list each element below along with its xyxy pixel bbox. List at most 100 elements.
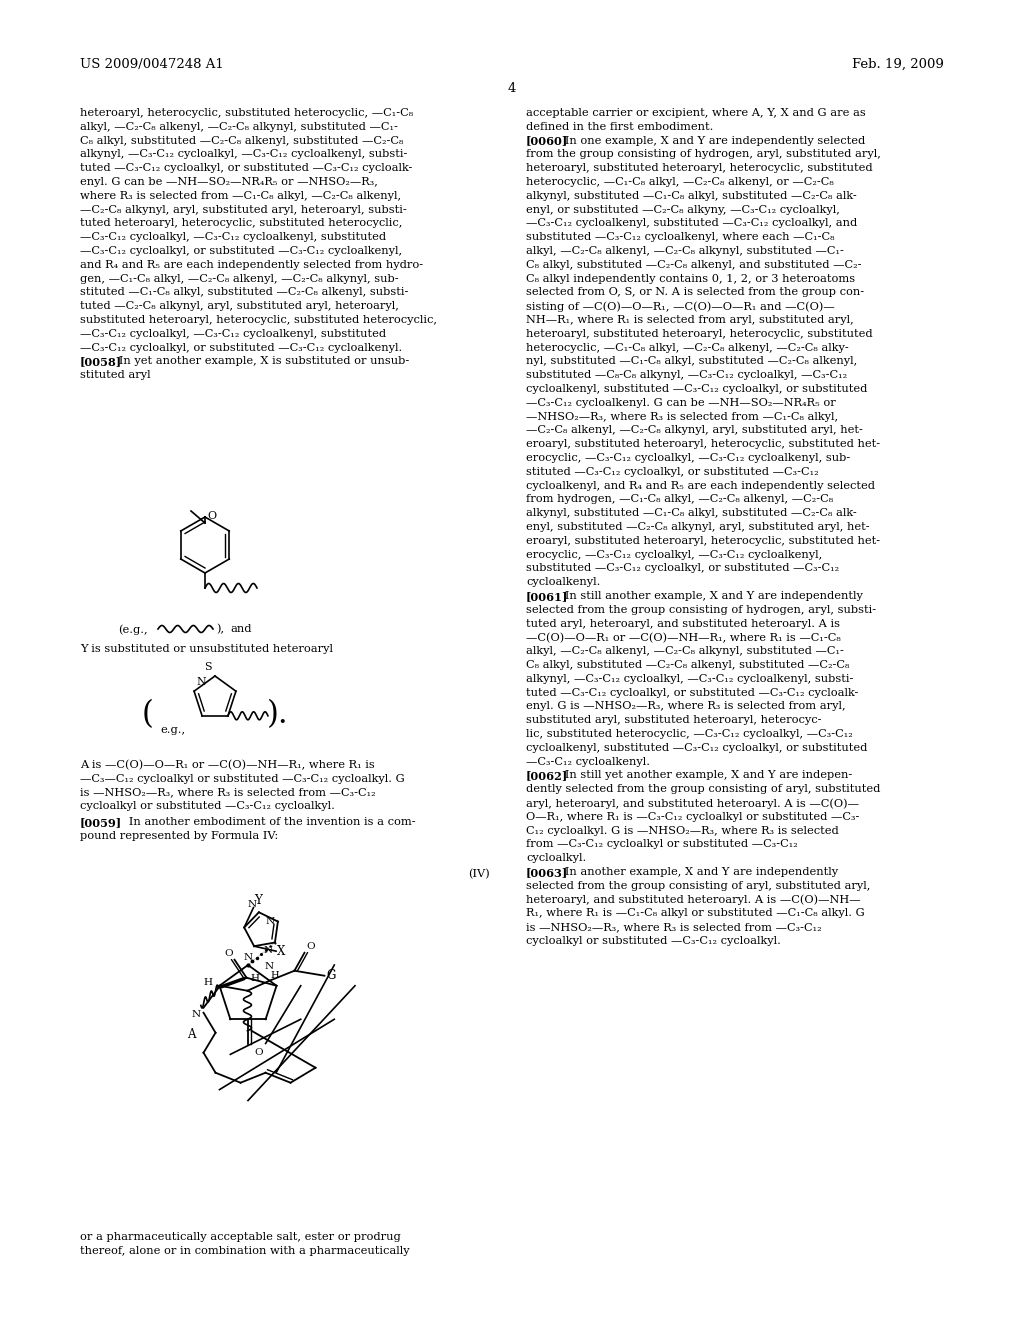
Text: C₈ alkyl, substituted —C₂-C₈ alkenyl, substituted —C₂-C₈: C₈ alkyl, substituted —C₂-C₈ alkenyl, su… bbox=[526, 660, 849, 671]
Text: from hydrogen, —C₁-C₈ alkyl, —C₂-C₈ alkenyl, —C₂-C₈: from hydrogen, —C₁-C₈ alkyl, —C₂-C₈ alke… bbox=[526, 495, 834, 504]
Text: —C(O)—O—R₁ or —C(O)—NH—R₁, where R₁ is —C₁-C₈: —C(O)—O—R₁ or —C(O)—NH—R₁, where R₁ is —… bbox=[526, 632, 841, 643]
Text: heterocyclic, —C₁-C₈ alkyl, —C₂-C₈ alkenyl, or —C₂-C₈: heterocyclic, —C₁-C₈ alkyl, —C₂-C₈ alken… bbox=[526, 177, 834, 187]
Text: is —NHSO₂—R₃, where R₃ is selected from —C₃-C₁₂: is —NHSO₂—R₃, where R₃ is selected from … bbox=[526, 923, 821, 932]
Text: alkynyl, —C₃-C₁₂ cycloalkyl, —C₃-C₁₂ cycloalkenyl, substi-: alkynyl, —C₃-C₁₂ cycloalkyl, —C₃-C₁₂ cyc… bbox=[526, 673, 853, 684]
Text: acceptable carrier or excipient, where A, Y, X and G are as: acceptable carrier or excipient, where A… bbox=[526, 108, 865, 117]
Text: (e.g.,: (e.g., bbox=[118, 624, 147, 635]
Text: —C₃-C₁₂ cycloalkyl, or substituted —C₃-C₁₂ cycloalkenyl,: —C₃-C₁₂ cycloalkyl, or substituted —C₃-C… bbox=[80, 246, 402, 256]
Text: stituted —C₁-C₈ alkyl, substituted —C₂-C₈ alkenyl, substi-: stituted —C₁-C₈ alkyl, substituted —C₂-C… bbox=[80, 288, 409, 297]
Text: eroaryl, substituted heteroaryl, heterocyclic, substituted het-: eroaryl, substituted heteroaryl, heteroc… bbox=[526, 536, 880, 545]
Text: enyl. G can be —NH—SO₂—NR₄R₅ or —NHSO₂—R₃,: enyl. G can be —NH—SO₂—NR₄R₅ or —NHSO₂—R… bbox=[80, 177, 378, 187]
Text: cycloalkenyl.: cycloalkenyl. bbox=[526, 577, 600, 587]
Text: In another embodiment of the invention is a com-: In another embodiment of the invention i… bbox=[118, 817, 416, 828]
Text: cycloalkyl or substituted —C₃-C₁₂ cycloalkyl.: cycloalkyl or substituted —C₃-C₁₂ cycloa… bbox=[526, 936, 781, 946]
Text: substituted aryl, substituted heteroaryl, heterocyc-: substituted aryl, substituted heteroaryl… bbox=[526, 715, 821, 725]
Text: alkynyl, —C₃-C₁₂ cycloalkyl, —C₃-C₁₂ cycloalkenyl, substi-: alkynyl, —C₃-C₁₂ cycloalkyl, —C₃-C₁₂ cyc… bbox=[80, 149, 408, 160]
Text: —NHSO₂—R₃, where R₃ is selected from —C₁-C₈ alkyl,: —NHSO₂—R₃, where R₃ is selected from —C₁… bbox=[526, 412, 838, 421]
Text: R₁, where R₁ is —C₁-C₈ alkyl or substituted —C₁-C₈ alkyl. G: R₁, where R₁ is —C₁-C₈ alkyl or substitu… bbox=[526, 908, 864, 919]
Text: —C₃-C₁₂ cycloalkyl, —C₃-C₁₂ cycloalkenyl, substituted: —C₃-C₁₂ cycloalkyl, —C₃-C₁₂ cycloalkenyl… bbox=[80, 329, 386, 339]
Text: H: H bbox=[204, 978, 213, 987]
Text: tuted —C₃-C₁₂ cycloalkyl, or substituted —C₃-C₁₂ cycloalk-: tuted —C₃-C₁₂ cycloalkyl, or substituted… bbox=[526, 688, 858, 697]
Text: —C₃-C₁₂ cycloalkyl, or substituted —C₃-C₁₂ cycloalkenyl.: —C₃-C₁₂ cycloalkyl, or substituted —C₃-C… bbox=[80, 343, 402, 352]
Text: stituted —C₃-C₁₂ cycloalkyl, or substituted —C₃-C₁₂: stituted —C₃-C₁₂ cycloalkyl, or substitu… bbox=[526, 467, 818, 477]
Text: and R₄ and R₅ are each independently selected from hydro-: and R₄ and R₅ are each independently sel… bbox=[80, 260, 423, 269]
Text: gen, —C₁-C₈ alkyl, —C₂-C₈ alkenyl, —C₂-C₈ alkynyl, sub-: gen, —C₁-C₈ alkyl, —C₂-C₈ alkenyl, —C₂-C… bbox=[80, 273, 398, 284]
Text: [0062]: [0062] bbox=[526, 771, 568, 781]
Text: tuted heteroaryl, heterocyclic, substituted heterocyclic,: tuted heteroaryl, heterocyclic, substitu… bbox=[80, 218, 402, 228]
Text: O: O bbox=[254, 1048, 262, 1057]
Text: O: O bbox=[306, 941, 314, 950]
Text: tuted —C₂-C₈ alkynyl, aryl, substituted aryl, heteroaryl,: tuted —C₂-C₈ alkynyl, aryl, substituted … bbox=[80, 301, 399, 312]
Text: erocyclic, —C₃-C₁₂ cycloalkyl, —C₃-C₁₂ cycloalkenyl, sub-: erocyclic, —C₃-C₁₂ cycloalkyl, —C₃-C₁₂ c… bbox=[526, 453, 850, 463]
Text: heterocyclic, —C₁-C₈ alkyl, —C₂-C₈ alkenyl, —C₂-C₈ alky-: heterocyclic, —C₁-C₈ alkyl, —C₂-C₈ alken… bbox=[526, 343, 849, 352]
Text: e.g.,: e.g., bbox=[160, 725, 185, 735]
Text: cycloalkyl.: cycloalkyl. bbox=[526, 853, 587, 863]
Text: is —NHSO₂—R₃, where R₃ is selected from —C₃-C₁₂: is —NHSO₂—R₃, where R₃ is selected from … bbox=[80, 788, 376, 797]
Text: 4: 4 bbox=[508, 82, 516, 95]
Text: from the group consisting of hydrogen, aryl, substituted aryl,: from the group consisting of hydrogen, a… bbox=[526, 149, 881, 160]
Text: ),: ), bbox=[216, 624, 224, 635]
Text: Y: Y bbox=[255, 894, 262, 907]
Text: selected from the group consisting of hydrogen, aryl, substi-: selected from the group consisting of hy… bbox=[526, 605, 877, 615]
Text: cycloalkyl or substituted —C₃-C₁₂ cycloalkyl.: cycloalkyl or substituted —C₃-C₁₂ cycloa… bbox=[80, 801, 335, 812]
Text: O: O bbox=[207, 511, 216, 521]
Text: S: S bbox=[205, 663, 212, 672]
Text: In yet another example, X is substituted or unsub-: In yet another example, X is substituted… bbox=[108, 356, 409, 367]
Text: H: H bbox=[251, 974, 259, 982]
Text: tuted —C₃-C₁₂ cycloalkyl, or substituted —C₃-C₁₂ cycloalk-: tuted —C₃-C₁₂ cycloalkyl, or substituted… bbox=[80, 164, 413, 173]
Text: eroaryl, substituted heteroaryl, heterocyclic, substituted het-: eroaryl, substituted heteroaryl, heteroc… bbox=[526, 440, 880, 449]
Text: selected from the group consisting of aryl, substituted aryl,: selected from the group consisting of ar… bbox=[526, 880, 870, 891]
Text: substituted —C₃-C₁₂ cycloalkyl, or substituted —C₃-C₁₂: substituted —C₃-C₁₂ cycloalkyl, or subst… bbox=[526, 564, 839, 573]
Text: [0060]: [0060] bbox=[526, 136, 568, 147]
Text: [0059]: [0059] bbox=[80, 817, 122, 828]
Text: enyl, or substituted —C₂-C₈ alkyny, —C₃-C₁₂ cycloalkyl,: enyl, or substituted —C₂-C₈ alkyny, —C₃-… bbox=[526, 205, 840, 215]
Text: (IV): (IV) bbox=[468, 869, 490, 879]
Text: —C₃-C₁₂ cycloalkenyl.: —C₃-C₁₂ cycloalkenyl. bbox=[526, 756, 650, 767]
Text: pound represented by Formula IV:: pound represented by Formula IV: bbox=[80, 832, 279, 841]
Text: or a pharmaceutically acceptable salt, ester or prodrug: or a pharmaceutically acceptable salt, e… bbox=[80, 1232, 400, 1242]
Text: In one example, X and Y are independently selected: In one example, X and Y are independentl… bbox=[554, 136, 865, 145]
Text: Y is substituted or unsubstituted heteroaryl: Y is substituted or unsubstituted hetero… bbox=[80, 644, 333, 653]
Text: from —C₃-C₁₂ cycloalkyl or substituted —C₃-C₁₂: from —C₃-C₁₂ cycloalkyl or substituted —… bbox=[526, 840, 798, 849]
Text: enyl, substituted —C₂-C₈ alkynyl, aryl, substituted aryl, het-: enyl, substituted —C₂-C₈ alkynyl, aryl, … bbox=[526, 521, 869, 532]
Text: cycloalkenyl, and R₄ and R₅ are each independently selected: cycloalkenyl, and R₄ and R₅ are each ind… bbox=[526, 480, 874, 491]
Text: Feb. 19, 2009: Feb. 19, 2009 bbox=[852, 58, 944, 71]
Text: H: H bbox=[270, 970, 280, 979]
Text: G: G bbox=[327, 969, 336, 982]
Text: US 2009/0047248 A1: US 2009/0047248 A1 bbox=[80, 58, 224, 71]
Text: N: N bbox=[266, 917, 274, 927]
Text: N: N bbox=[264, 962, 273, 970]
Text: substituted heteroaryl, heterocyclic, substituted heterocyclic,: substituted heteroaryl, heterocyclic, su… bbox=[80, 315, 437, 325]
Text: heteroaryl, substituted heteroaryl, heterocyclic, substituted: heteroaryl, substituted heteroaryl, hete… bbox=[526, 164, 872, 173]
Text: alkyl, —C₂-C₈ alkenyl, —C₂-C₈ alkynyl, substituted —C₁-: alkyl, —C₂-C₈ alkenyl, —C₂-C₈ alkynyl, s… bbox=[526, 647, 844, 656]
Text: N: N bbox=[196, 677, 206, 688]
Text: A is —C(O)—O—R₁ or —C(O)—NH—R₁, where R₁ is: A is —C(O)—O—R₁ or —C(O)—NH—R₁, where R₁… bbox=[80, 760, 375, 771]
Text: —C₃-C₁₂ cycloalkenyl, substituted —C₃-C₁₂ cycloalkyl, and: —C₃-C₁₂ cycloalkenyl, substituted —C₃-C₁… bbox=[526, 218, 857, 228]
Text: (: ( bbox=[142, 700, 154, 730]
Text: heteroaryl, and substituted heteroaryl. A is —C(O)—NH—: heteroaryl, and substituted heteroaryl. … bbox=[526, 895, 860, 906]
Text: defined in the first embodiment.: defined in the first embodiment. bbox=[526, 121, 714, 132]
Text: N: N bbox=[264, 945, 273, 954]
Text: X: X bbox=[278, 945, 286, 958]
Text: In another example, X and Y are independently: In another example, X and Y are independ… bbox=[554, 867, 838, 876]
Text: C₈ alkyl independently contains 0, 1, 2, or 3 heteroatoms: C₈ alkyl independently contains 0, 1, 2,… bbox=[526, 273, 855, 284]
Text: In still another example, X and Y are independently: In still another example, X and Y are in… bbox=[554, 591, 862, 601]
Text: heteroaryl, substituted heteroaryl, heterocyclic, substituted: heteroaryl, substituted heteroaryl, hete… bbox=[526, 329, 872, 339]
Text: alkyl, —C₂-C₈ alkenyl, —C₂-C₈ alkynyl, substituted —C₁-: alkyl, —C₂-C₈ alkenyl, —C₂-C₈ alkynyl, s… bbox=[526, 246, 844, 256]
Text: N: N bbox=[191, 1010, 201, 1019]
Text: tuted aryl, heteroaryl, and substituted heteroaryl. A is: tuted aryl, heteroaryl, and substituted … bbox=[526, 619, 840, 628]
Text: substituted —C₈-C₈ alkynyl, —C₃-C₁₂ cycloalkyl, —C₃-C₁₂: substituted —C₈-C₈ alkynyl, —C₃-C₁₂ cycl… bbox=[526, 370, 847, 380]
Text: sisting of —C(O)—O—R₁, —C(O)—O—R₁ and —C(O)—: sisting of —C(O)—O—R₁, —C(O)—O—R₁ and —C… bbox=[526, 301, 835, 312]
Text: stituted aryl: stituted aryl bbox=[80, 370, 151, 380]
Text: [0063]: [0063] bbox=[526, 867, 568, 878]
Text: lic, substituted heterocyclic, —C₃-C₁₂ cycloalkyl, —C₃-C₁₂: lic, substituted heterocyclic, —C₃-C₁₂ c… bbox=[526, 729, 853, 739]
Text: N: N bbox=[244, 953, 253, 962]
Text: O: O bbox=[224, 949, 232, 958]
Text: heteroaryl, heterocyclic, substituted heterocyclic, —C₁-C₈: heteroaryl, heterocyclic, substituted he… bbox=[80, 108, 413, 117]
Text: substituted —C₃-C₁₂ cycloalkenyl, where each —C₁-C₈: substituted —C₃-C₁₂ cycloalkenyl, where … bbox=[526, 232, 835, 242]
Text: ).: ). bbox=[267, 700, 289, 730]
Text: alkynyl, substituted —C₁-C₈ alkyl, substituted —C₂-C₈ alk-: alkynyl, substituted —C₁-C₈ alkyl, subst… bbox=[526, 191, 857, 201]
Text: alkyl, —C₂-C₈ alkenyl, —C₂-C₈ alkynyl, substituted —C₁-: alkyl, —C₂-C₈ alkenyl, —C₂-C₈ alkynyl, s… bbox=[80, 121, 398, 132]
Text: where R₃ is selected from —C₁-C₈ alkyl, —C₂-C₈ alkenyl,: where R₃ is selected from —C₁-C₈ alkyl, … bbox=[80, 191, 401, 201]
Text: nyl, substituted —C₁-C₈ alkyl, substituted —C₂-C₈ alkenyl,: nyl, substituted —C₁-C₈ alkyl, substitut… bbox=[526, 356, 857, 367]
